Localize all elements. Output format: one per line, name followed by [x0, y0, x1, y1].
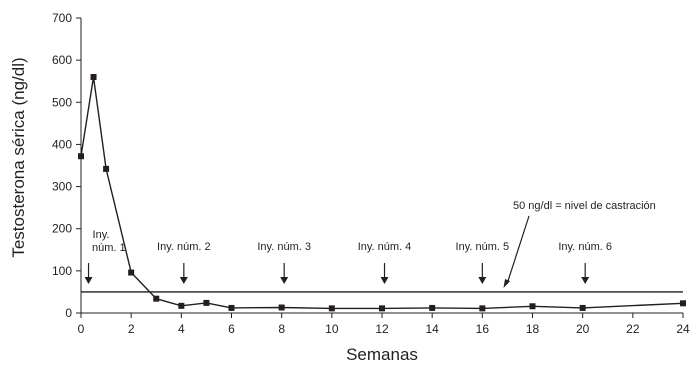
y-tick-label: 600 — [52, 53, 72, 67]
data-point — [228, 304, 235, 311]
castration-level-pointer — [506, 215, 530, 285]
castration-level-label: 50 ng/dl = nivel de castración — [513, 200, 656, 212]
injection-label: Iny. núm. 6 — [558, 241, 612, 253]
injection-label: Iny. núm. 2 — [157, 241, 211, 253]
x-tick-label: 6 — [228, 322, 235, 336]
x-tick-label: 24 — [676, 322, 690, 336]
castration-level-pointer-head — [503, 279, 510, 288]
y-axis-title: Testosterona sérica (ng/dl) — [9, 57, 28, 257]
injection-arrow-head — [581, 277, 590, 284]
data-point — [529, 303, 536, 310]
injection-arrow-head — [84, 277, 93, 284]
data-point — [278, 304, 285, 311]
data-point — [680, 300, 686, 307]
data-point — [579, 304, 586, 311]
x-tick-label: 10 — [325, 322, 339, 336]
x-tick-label: 14 — [425, 322, 439, 336]
injection-label-line1: Iny. — [93, 229, 110, 241]
x-axis-title: Semanas — [346, 345, 418, 364]
x-tick-label: 0 — [78, 322, 85, 336]
x-tick-label: 18 — [526, 322, 540, 336]
axes — [80, 18, 683, 314]
data-point — [90, 74, 97, 80]
series-line — [80, 76, 684, 310]
y-tick-label: 500 — [52, 95, 72, 109]
data-point — [328, 305, 335, 312]
y-tick-label: 200 — [52, 222, 72, 236]
injection-arrow-head — [478, 277, 487, 284]
annotations: 50 ng/dl = nivel de castración Iny.núm. 1… — [84, 200, 656, 288]
x-tick-label: 20 — [576, 322, 590, 336]
y-tick-label: 0 — [65, 306, 72, 320]
x-ticks: 0 2 4 6 8 10 12 14 16 18 20 22 24 — [78, 313, 690, 336]
data-point — [479, 305, 486, 312]
y-tick-label: 400 — [52, 137, 72, 151]
injection-label: Iny. núm. 4 — [358, 241, 412, 253]
y-tick-label: 100 — [52, 264, 72, 278]
injection-arrow-head — [280, 277, 289, 284]
injection-label-line2: núm. 1 — [92, 242, 126, 254]
data-point — [153, 295, 160, 302]
x-tick-label: 4 — [178, 322, 185, 336]
y-ticks: 0 100 200 300 400 500 600 700 — [52, 11, 81, 320]
data-point — [103, 165, 110, 172]
injection-arrow-head — [179, 277, 188, 284]
x-tick-label: 12 — [375, 322, 389, 336]
data-point — [178, 302, 185, 309]
data-point — [379, 305, 385, 312]
data-point — [203, 299, 210, 306]
data-point — [78, 153, 84, 160]
y-tick-label: 700 — [52, 11, 72, 25]
x-tick-label: 2 — [128, 322, 135, 336]
series-markers — [78, 74, 686, 312]
y-tick-label: 300 — [52, 180, 72, 194]
injection-label: Iny. núm. 3 — [257, 241, 311, 253]
x-tick-label: 8 — [278, 322, 285, 336]
data-point — [128, 269, 135, 276]
x-tick-label: 16 — [476, 322, 490, 336]
injection-arrow-head — [380, 277, 389, 284]
data-point — [429, 304, 436, 311]
x-tick-label: 22 — [626, 322, 640, 336]
injection-label: Iny. núm. 5 — [456, 241, 510, 253]
